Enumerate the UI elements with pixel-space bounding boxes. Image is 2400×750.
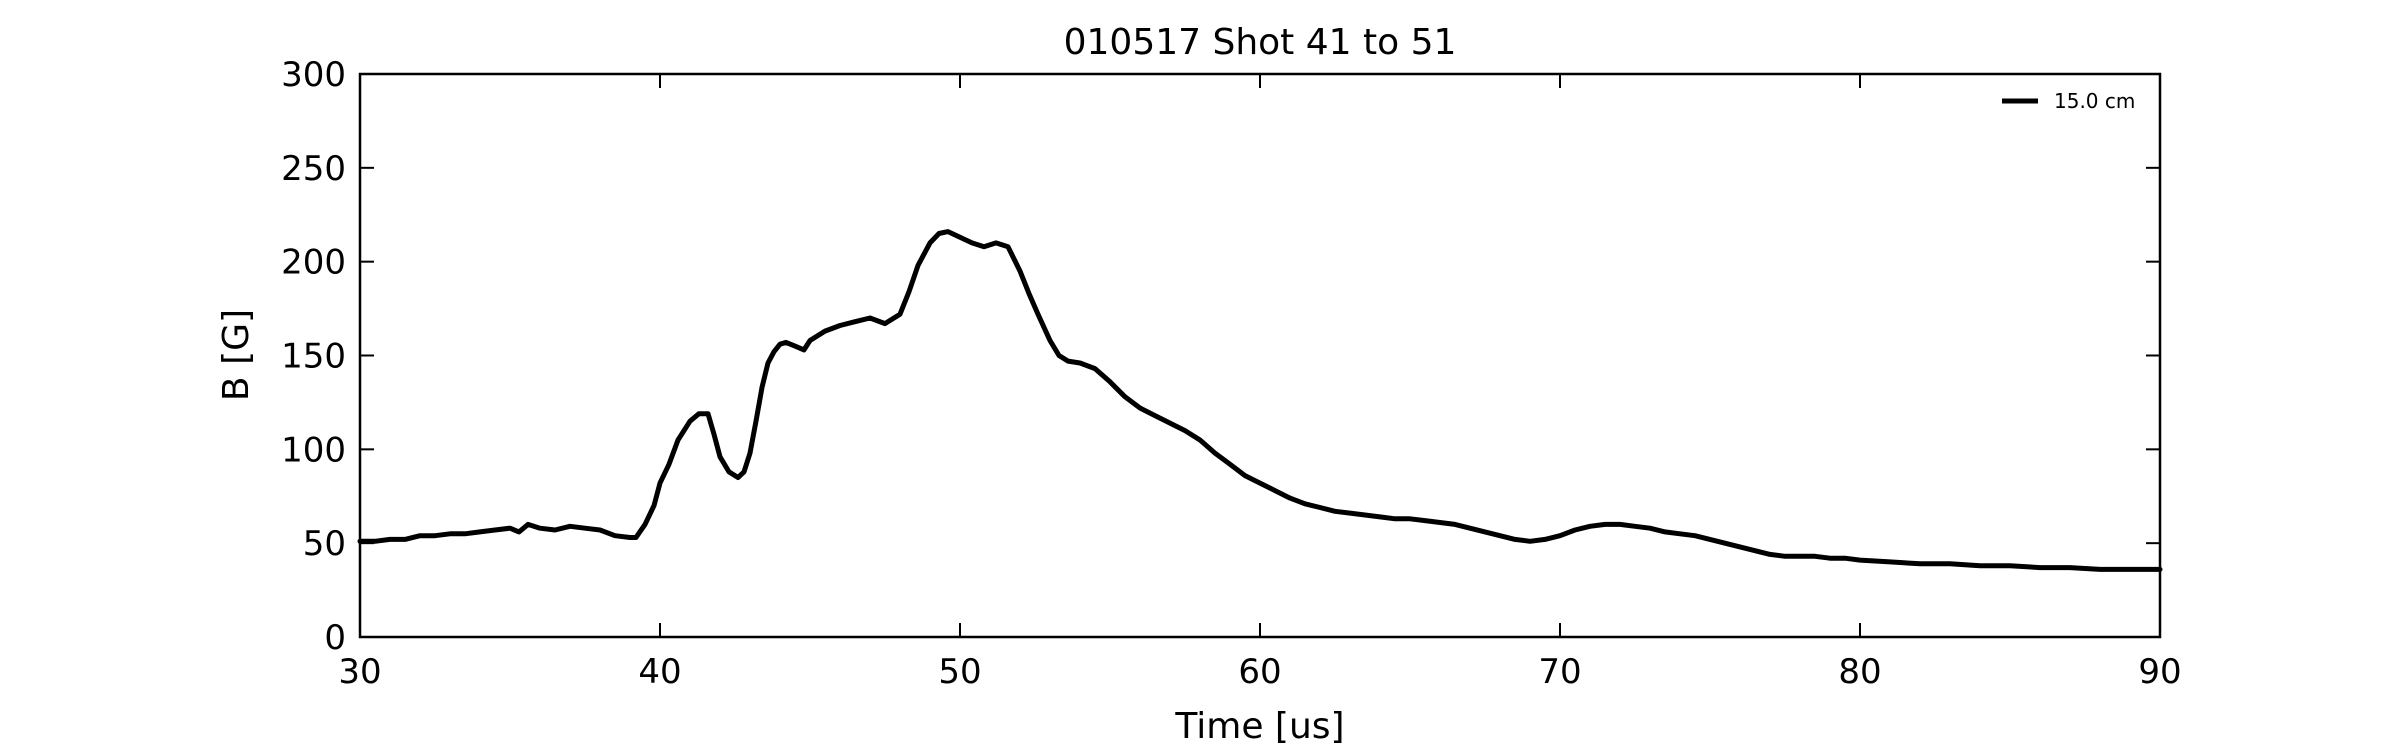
- y-tick-label: 100: [281, 430, 346, 470]
- y-tick-label: 300: [281, 55, 346, 95]
- y-tick-label: 200: [281, 243, 346, 283]
- legend: 15.0 cm: [2002, 89, 2135, 113]
- series-line: [357, 229, 2163, 572]
- x-tick-label: 30: [338, 652, 381, 692]
- y-tick-label: 0: [324, 618, 346, 658]
- plot-frame: [358, 72, 2162, 639]
- plot-area: [357, 229, 2163, 572]
- x-tick-label: 50: [938, 652, 981, 692]
- y-axis: 0 50 100 150 200 250 300: [281, 55, 2160, 658]
- y-tick-label: 50: [303, 524, 346, 564]
- x-tick-label: 80: [1838, 652, 1881, 692]
- legend-label: 15.0 cm: [2054, 89, 2135, 113]
- x-axis: 30 40 50 60 70 80 90: [338, 74, 2182, 692]
- x-tick-label: 60: [1238, 652, 1281, 692]
- y-tick-label: 150: [281, 337, 346, 377]
- y-axis-label: B [G]: [216, 309, 257, 401]
- chart-title: 010517 Shot 41 to 51: [1064, 22, 1457, 63]
- x-tick-label: 90: [2138, 652, 2181, 692]
- x-tick-label: 70: [1538, 652, 1581, 692]
- x-tick-label: 40: [638, 652, 681, 692]
- y-tick-label: 250: [281, 149, 346, 189]
- x-axis-label: Time [us]: [1174, 706, 1344, 747]
